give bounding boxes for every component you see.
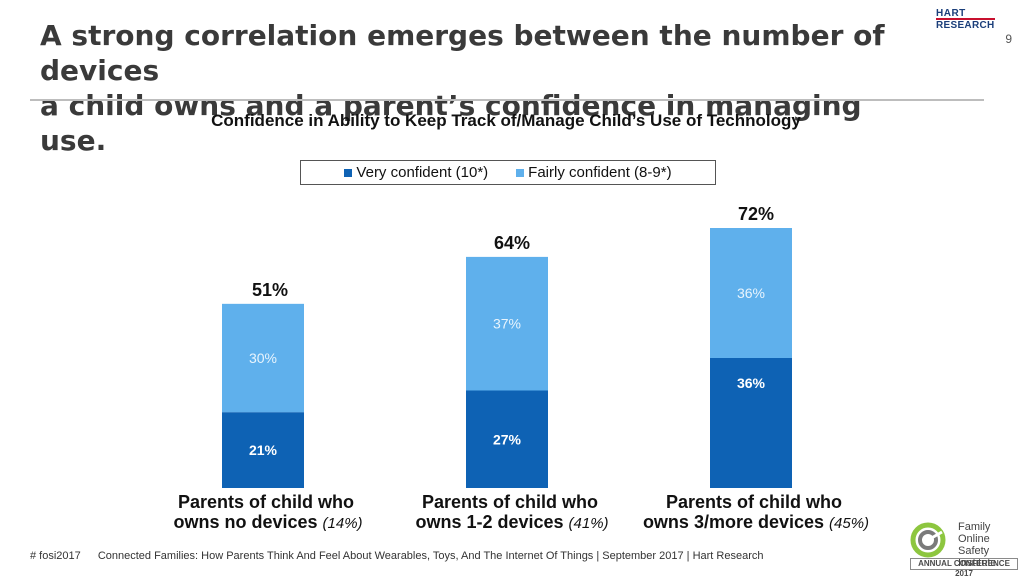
bar-value-label-very-2: 27%: [493, 431, 522, 447]
chart-title: Confidence in Ability to Keep Track of/M…: [211, 111, 801, 130]
title-divider: [30, 99, 984, 101]
bar-value-label-very-1: 21%: [249, 442, 278, 458]
bar-value-label-fairly-2: 37%: [493, 316, 521, 332]
fosi-conference-badge: ANNUAL CONFERENCE 2017: [910, 558, 1018, 578]
bar-segment-very-confident-3: [710, 358, 792, 488]
legend-label-very-confident: Very confident (10*): [356, 164, 489, 181]
category-label-line1-2: Parents of child who: [422, 492, 598, 512]
category-label-text-1: owns no devices: [173, 512, 322, 532]
fosi-logo: Family Online Safety Institute ANNUAL CO…: [908, 520, 1020, 578]
chart-legend: Very confident (10*) Fairly confident (8…: [300, 160, 716, 185]
bar-total-label-2: 64%: [494, 233, 530, 253]
legend-swatch-fairly-confident: [516, 168, 525, 177]
hart-logo-line-2: RESEARCH: [936, 18, 995, 31]
bar-segment-fairly-confident-2: [466, 256, 548, 391]
category-share-label-1: (14%): [323, 515, 363, 532]
hart-research-logo: HART RESEARCH: [920, 8, 1016, 34]
category-label-line1-1: Parents of child who: [178, 492, 354, 512]
category-label-line2-1: owns no devices (14%): [173, 512, 362, 532]
hart-logo-line-1: HART: [936, 8, 966, 19]
bar-segment-very-confident-1: [222, 412, 304, 488]
category-label-line2-2: owns 1-2 devices (41%): [415, 512, 608, 532]
fosi-name: Family Online Safety Institute: [958, 521, 997, 569]
bar-value-label-very-3: 36%: [737, 375, 766, 391]
bar-segment-very-confident-2: [466, 390, 548, 488]
page-number: 9: [1005, 32, 1012, 46]
bar-total-label-1: 51%: [252, 280, 288, 300]
bar-value-label-fairly-3: 36%: [737, 285, 765, 301]
category-label-line2-3: owns 3/more devices (45%): [643, 512, 869, 532]
bar-total-label-3: 72%: [738, 204, 774, 224]
slide-title: A strong correlation emerges between the…: [40, 18, 920, 158]
legend-item-fairly-confident: Fairly confident (8-9*): [516, 164, 672, 181]
slide-title-line-2: a child owns and a parent’s confidence i…: [40, 89, 862, 157]
fosi-swirl-icon: [910, 522, 946, 558]
bar-segment-fairly-confident-3: [710, 228, 792, 358]
legend-item-very-confident: Very confident (10*): [344, 164, 488, 181]
category-share-label-3: (45%): [829, 515, 869, 532]
bar-segment-fairly-confident-1: [222, 303, 304, 413]
footer-hashtag: # fosi2017: [30, 550, 81, 562]
category-label-text-3: owns 3/more devices: [643, 512, 829, 532]
footer: # fosi2017 Connected Families: How Paren…: [30, 550, 764, 562]
category-label-text-2: owns 1-2 devices: [415, 512, 568, 532]
category-label-line1-3: Parents of child who: [666, 492, 842, 512]
category-share-label-2: (41%): [569, 515, 609, 532]
footer-source: Connected Families: How Parents Think An…: [97, 550, 764, 562]
legend-label-fairly-confident: Fairly confident (8-9*): [528, 164, 672, 181]
bar-value-label-fairly-1: 30%: [249, 350, 277, 366]
legend-swatch-very-confident: [344, 168, 353, 177]
slide-title-line-1: A strong correlation emerges between the…: [40, 19, 885, 87]
